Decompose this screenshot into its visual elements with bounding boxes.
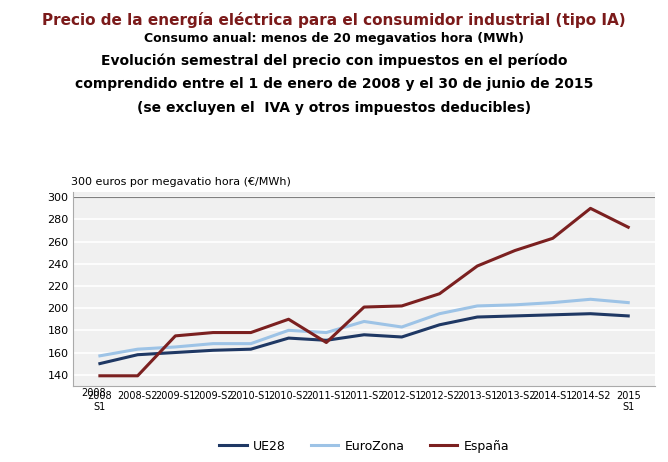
UE28: [511, 313, 519, 319]
EuroZona: [209, 341, 217, 346]
Line: UE28: UE28: [100, 314, 628, 364]
UE28: [624, 313, 632, 319]
Text: Consumo anual: menos de 20 megavatios hora (MWh): Consumo anual: menos de 20 megavatios ho…: [144, 32, 524, 45]
UE28: [473, 314, 481, 320]
España: [473, 263, 481, 269]
EuroZona: [172, 344, 180, 350]
Line: España: España: [100, 208, 628, 376]
España: [96, 373, 104, 378]
UE28: [172, 350, 180, 355]
UE28: [247, 346, 255, 352]
UE28: [285, 335, 293, 341]
EuroZona: [96, 353, 104, 359]
UE28: [548, 312, 556, 317]
EuroZona: [473, 303, 481, 309]
EuroZona: [285, 328, 293, 333]
UE28: [397, 334, 405, 340]
Text: (se excluyen el  IVA y otros impuestos deducibles): (se excluyen el IVA y otros impuestos de…: [137, 101, 531, 115]
EuroZona: [247, 341, 255, 346]
España: [548, 236, 556, 241]
EuroZona: [587, 297, 595, 302]
EuroZona: [134, 346, 142, 352]
Text: 2008: 2008: [81, 388, 106, 398]
España: [209, 330, 217, 335]
EuroZona: [436, 311, 444, 316]
España: [587, 206, 595, 211]
España: [511, 248, 519, 253]
España: [247, 330, 255, 335]
Text: Precio de la energía eléctrica para el consumidor industrial (tipo IA): Precio de la energía eléctrica para el c…: [42, 12, 626, 28]
UE28: [587, 311, 595, 316]
EuroZona: [624, 300, 632, 305]
España: [624, 225, 632, 230]
España: [323, 340, 331, 345]
EuroZona: [511, 302, 519, 308]
UE28: [134, 352, 142, 358]
Line: EuroZona: EuroZona: [100, 299, 628, 356]
UE28: [436, 322, 444, 328]
EuroZona: [360, 319, 368, 324]
EuroZona: [548, 300, 556, 305]
Text: 300 euros por megavatio hora (€/MWh): 300 euros por megavatio hora (€/MWh): [71, 177, 291, 187]
EuroZona: [397, 324, 405, 330]
España: [172, 333, 180, 339]
UE28: [360, 332, 368, 338]
Text: comprendido entre el 1 de enero de 2008 y el 30 de junio de 2015: comprendido entre el 1 de enero de 2008 …: [75, 77, 593, 91]
España: [285, 316, 293, 322]
UE28: [209, 347, 217, 353]
Text: Evolución semestral del precio con impuestos en el período: Evolución semestral del precio con impue…: [101, 53, 567, 67]
España: [436, 291, 444, 297]
EuroZona: [323, 330, 331, 335]
UE28: [96, 361, 104, 366]
España: [360, 304, 368, 310]
España: [397, 303, 405, 309]
España: [134, 373, 142, 378]
UE28: [323, 338, 331, 343]
Legend: UE28, EuroZona, España: UE28, EuroZona, España: [214, 435, 514, 458]
